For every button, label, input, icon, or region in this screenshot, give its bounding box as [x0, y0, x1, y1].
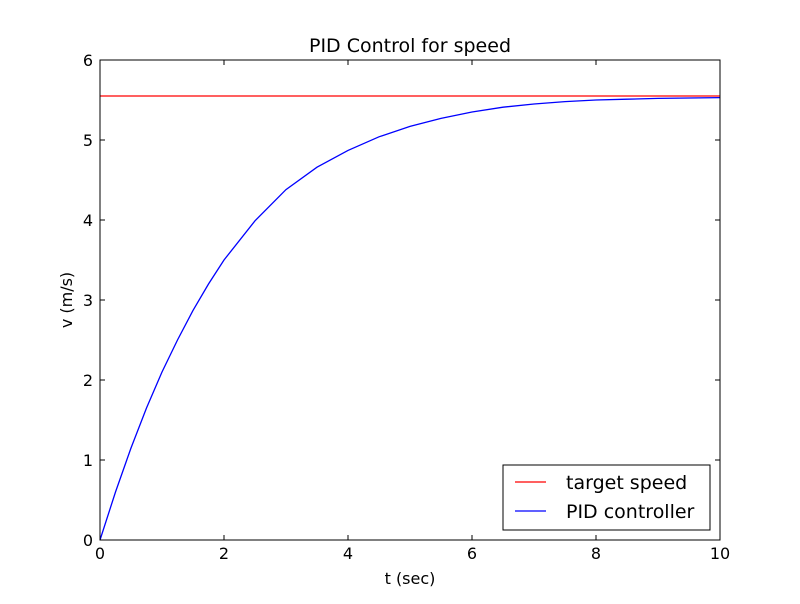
x-tick-label: 10 [710, 544, 730, 563]
legend-label-target-speed: target speed [566, 472, 687, 494]
y-axis: 0 1 2 3 4 5 6 [83, 51, 720, 550]
x-tick-label: 8 [591, 544, 601, 563]
legend: target speed PID controller [502, 464, 711, 531]
y-tick-label: 6 [83, 51, 93, 70]
y-tick-label: 0 [83, 531, 93, 550]
x-tick-label: 4 [343, 544, 353, 563]
y-tick-label: 5 [83, 131, 93, 150]
legend-label-pid-controller: PID controller [566, 501, 695, 523]
x-axis: 0 2 4 6 8 10 [95, 60, 730, 563]
x-tick-label: 0 [95, 544, 105, 563]
y-tick-label: 4 [83, 211, 93, 230]
x-axis-label: t (sec) [385, 569, 436, 588]
plot-lines [99, 95, 721, 541]
y-tick-label: 3 [83, 291, 93, 310]
series-line-pid-controller [99, 96, 721, 541]
legend-box [502, 464, 711, 531]
y-tick-label: 2 [83, 371, 93, 390]
y-tick-label: 1 [83, 451, 93, 470]
chart-title: PID Control for speed [309, 35, 511, 57]
x-tick-label: 2 [219, 544, 229, 563]
y-axis-label: v (m/s) [57, 272, 76, 328]
x-tick-label: 6 [467, 544, 477, 563]
